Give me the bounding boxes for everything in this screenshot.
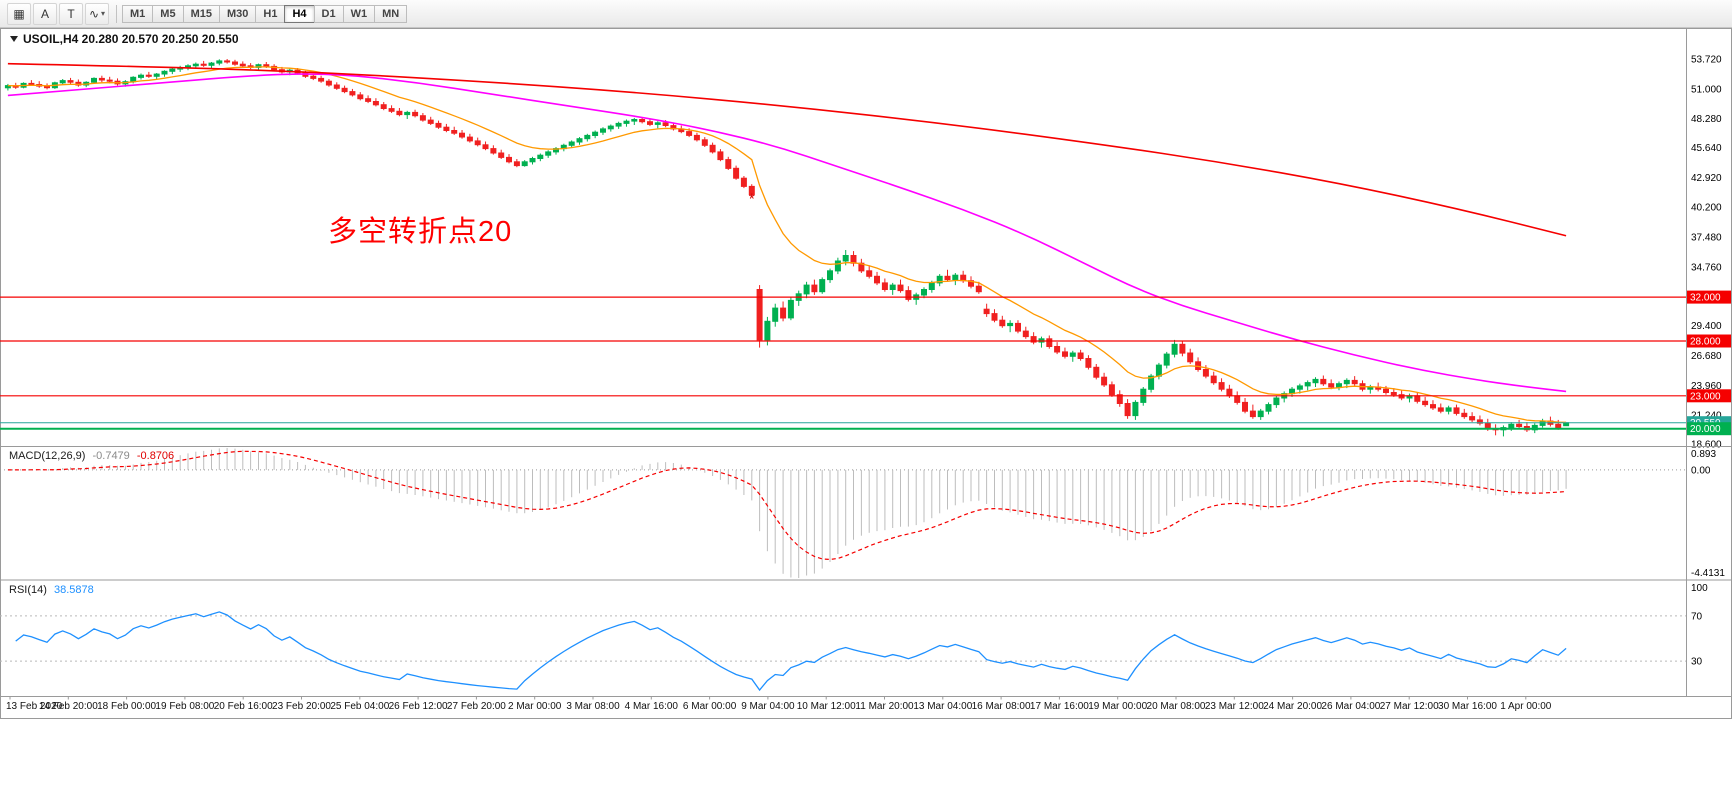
chart-canvas[interactable]: * 53.720 51.000 48.280 45.640 42.920 40.200 37.… [0,28,1732,794]
timeframe-d1[interactable]: D1 [313,4,344,23]
svg-text:34.760: 34.760 [1691,262,1722,273]
toolbar-separator [116,4,117,23]
macd-scale[interactable]: 0.893 0.00 -4.4131 [1691,449,1725,579]
macd-signal-line [7,450,1567,561]
chart-title-text: USOIL,H4 20.280 20.570 20.250 20.550 [23,32,239,46]
rsi-indicator-label: RSI(14) 38.5878 [9,584,94,596]
ma-medium-line [7,73,1567,393]
svg-text:10 Mar 12:00: 10 Mar 12:00 [797,701,856,712]
chart-frame [0,28,1732,719]
svg-text:23.000: 23.000 [1690,391,1721,402]
svg-text:20.000: 20.000 [1690,424,1721,435]
svg-text:9 Mar 04:00: 9 Mar 04:00 [741,701,795,712]
candles-layer [4,59,1570,437]
svg-text:27 Mar 12:00: 27 Mar 12:00 [1380,701,1439,712]
svg-text:18 Feb 00:00: 18 Feb 00:00 [97,701,156,712]
svg-text:21.240: 21.240 [1691,411,1722,422]
chart-grid-icon: ▦ [13,6,25,21]
horizontal-lines-layer[interactable] [0,296,1686,430]
trade-marker-icon: * [749,190,755,207]
svg-text:51.000: 51.000 [1691,84,1722,95]
rsi-name: RSI(14) [9,584,47,596]
svg-text:19 Feb 08:00: 19 Feb 08:00 [155,701,214,712]
chart-window: * 53.720 51.000 48.280 45.640 42.920 40.200 37.… [0,28,1732,794]
svg-text:0.893: 0.893 [1691,449,1716,460]
macd-main-value: -0.7479 [92,450,130,462]
timeframe-m30[interactable]: M30 [218,4,257,23]
macd-pane [0,448,1686,578]
macd-name: MACD(12,26,9) [9,450,86,462]
svg-text:17 Mar 16:00: 17 Mar 16:00 [1030,701,1089,712]
ma-slow-line [7,62,1567,237]
svg-text:24 Mar 20:00: 24 Mar 20:00 [1263,701,1322,712]
macd-indicator-label: MACD(12,26,9) -0.7479 -0.8706 [9,450,174,462]
svg-text:13 Feb 2020: 13 Feb 2020 [6,701,63,712]
svg-text:45.640: 45.640 [1691,143,1722,154]
svg-text:40.200: 40.200 [1691,203,1722,214]
text-tool-button[interactable]: T [59,2,83,25]
svg-text:-4.4131: -4.4131 [1691,568,1725,579]
svg-text:0.00: 0.00 [1691,465,1711,476]
text-tool-icon: T [67,6,75,21]
chart-title: USOIL,H4 20.280 20.570 20.250 20.550 [10,32,239,46]
timeframe-m15[interactable]: M15 [182,4,220,23]
svg-text:23 Feb 20:00: 23 Feb 20:00 [272,701,331,712]
timeframe-m5[interactable]: M5 [152,4,184,23]
indicators-button[interactable]: ∿ ▾ [85,2,109,25]
svg-text:32.000: 32.000 [1690,293,1721,304]
timeframe-mn[interactable]: MN [374,4,408,23]
timeframe-w1[interactable]: W1 [342,4,376,23]
svg-text:1 Apr 00:00: 1 Apr 00:00 [1500,701,1552,712]
svg-text:30 Mar 16:00: 30 Mar 16:00 [1438,701,1497,712]
top-toolbar: ▦ A T ∿ ▾ M1 M5 M15 M30 H1 H4 D1 W1 MN [0,0,1732,28]
rsi-scale[interactable]: 100 70 30 [1691,583,1708,668]
svg-text:37.480: 37.480 [1691,233,1722,244]
chart-annotation[interactable]: 多空转折点20 [328,216,513,248]
svg-text:26.680: 26.680 [1691,351,1722,362]
svg-text:14 Feb 20:00: 14 Feb 20:00 [39,701,98,712]
svg-text:25 Feb 04:00: 25 Feb 04:00 [330,701,389,712]
svg-text:11 Mar 20:00: 11 Mar 20:00 [855,701,914,712]
svg-text:2 Mar 00:00: 2 Mar 00:00 [508,701,562,712]
svg-text:26 Mar 04:00: 26 Mar 04:00 [1321,701,1380,712]
indicators-icon: ∿ [88,6,100,21]
symbol-marker-icon [10,36,18,42]
svg-text:53.720: 53.720 [1691,55,1722,66]
timeframe-m1[interactable]: M1 [122,4,154,23]
text-label-button[interactable]: A [33,2,57,25]
svg-text:48.280: 48.280 [1691,114,1722,125]
ma-fast-line [7,66,1567,423]
svg-text:30: 30 [1691,657,1703,668]
rsi-line [15,611,1567,692]
svg-text:3 Mar 08:00: 3 Mar 08:00 [566,701,620,712]
svg-text:26 Feb 12:00: 26 Feb 12:00 [389,701,448,712]
svg-text:20 Feb 16:00: 20 Feb 16:00 [214,701,273,712]
svg-text:4 Mar 16:00: 4 Mar 16:00 [625,701,679,712]
svg-text:29.400: 29.400 [1691,321,1722,332]
svg-text:19 Mar 00:00: 19 Mar 00:00 [1088,701,1147,712]
timeframe-h4[interactable]: H4 [284,4,315,23]
svg-text:18.600: 18.600 [1691,440,1722,451]
svg-text:23 Mar 12:00: 23 Mar 12:00 [1205,701,1264,712]
macd-signal-value: -0.8706 [136,450,175,462]
svg-text:42.920: 42.920 [1691,173,1722,184]
price-scale[interactable]: 53.720 51.000 48.280 45.640 42.920 40.200 37.4… [1687,55,1731,451]
rsi-pane [0,611,1686,692]
svg-text:20 Mar 08:00: 20 Mar 08:00 [1147,701,1206,712]
chart-grid-button[interactable]: ▦ [7,2,31,25]
svg-text:23.960: 23.960 [1691,381,1722,392]
svg-text:27 Feb 20:00: 27 Feb 20:00 [447,701,506,712]
timeframe-h1[interactable]: H1 [255,4,286,23]
svg-text:70: 70 [1691,611,1703,622]
svg-text:28.000: 28.000 [1690,337,1721,348]
svg-text:13 Mar 04:00: 13 Mar 04:00 [913,701,972,712]
text-label-icon: A [40,6,49,21]
svg-text:100: 100 [1691,583,1708,594]
svg-text:6 Mar 00:00: 6 Mar 00:00 [683,701,737,712]
svg-text:16 Mar 08:00: 16 Mar 08:00 [972,701,1031,712]
chevron-down-icon: ▾ [101,9,106,18]
rsi-value: 38.5878 [53,584,94,596]
